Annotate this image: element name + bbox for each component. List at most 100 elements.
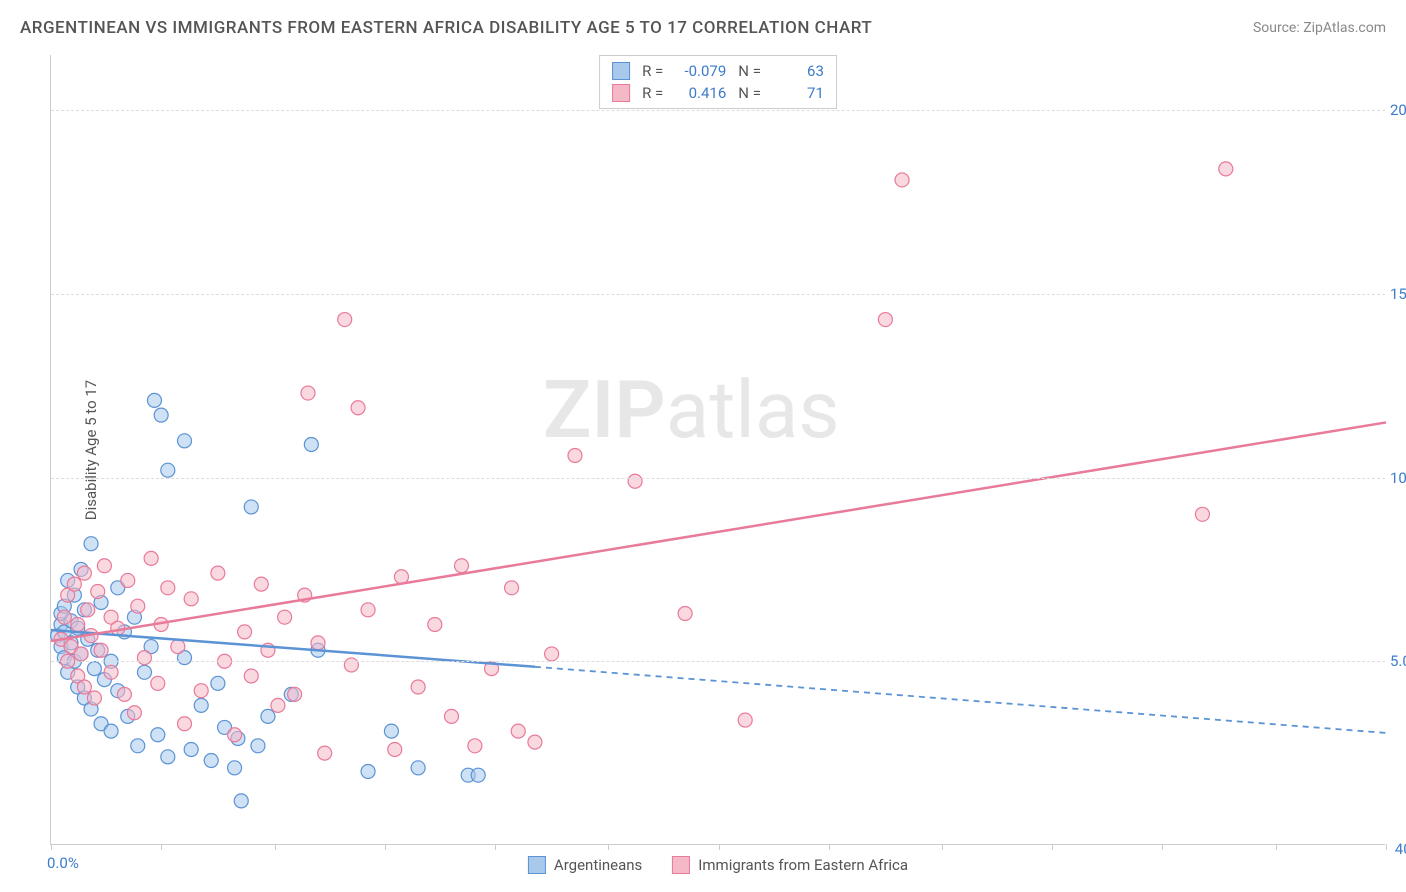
y-tick-label: 5.0% [1390, 652, 1406, 670]
data-point [161, 463, 175, 477]
data-point [151, 728, 165, 742]
data-point [411, 761, 425, 775]
r-label: R = [642, 62, 663, 80]
data-point [91, 584, 105, 598]
n-value-b: 71 [769, 84, 824, 102]
data-point [81, 603, 95, 617]
data-point [178, 434, 192, 448]
swatch-series-b [612, 84, 630, 102]
data-point [211, 676, 225, 690]
data-point [71, 618, 85, 632]
legend-statistics: R = -0.079 N = 63 R = 0.416 N = 71 [599, 55, 837, 109]
data-point [131, 739, 145, 753]
data-point [97, 559, 111, 573]
data-point [468, 739, 482, 753]
data-point [384, 724, 398, 738]
y-tick-label: 10.0% [1390, 469, 1406, 487]
data-point [104, 665, 118, 679]
data-point [94, 643, 108, 657]
data-point [511, 724, 525, 738]
data-point [251, 739, 265, 753]
chart-title: ARGENTINEAN VS IMMIGRANTS FROM EASTERN A… [20, 18, 872, 38]
data-point [254, 577, 268, 591]
data-point [151, 676, 165, 690]
data-point [238, 625, 252, 639]
data-point [261, 709, 275, 723]
data-point [244, 669, 258, 683]
data-point [161, 581, 175, 595]
data-point [131, 599, 145, 613]
data-point [161, 750, 175, 764]
swatch-a-bottom [528, 856, 546, 874]
x-tick [495, 844, 496, 850]
data-point [318, 746, 332, 760]
data-point [77, 680, 91, 694]
data-point [311, 636, 325, 650]
data-point [127, 706, 141, 720]
legend-label-a: Argentineans [554, 856, 642, 874]
legend-item-b: Immigrants from Eastern Africa [672, 856, 908, 874]
x-tick [1386, 844, 1387, 850]
data-point [117, 687, 131, 701]
data-point [154, 408, 168, 422]
r-value-b: 0.416 [671, 84, 726, 102]
data-point [304, 437, 318, 451]
data-point [428, 618, 442, 632]
x-tick [942, 844, 943, 850]
x-tick [1162, 844, 1163, 850]
data-point [878, 313, 892, 327]
data-point [121, 573, 135, 587]
data-point [361, 765, 375, 779]
data-point [234, 794, 248, 808]
x-tick-label-min: 0.0% [47, 854, 79, 872]
data-point [137, 665, 151, 679]
data-point [545, 647, 559, 661]
trend-line-dashed [535, 667, 1386, 733]
data-point [194, 684, 208, 698]
data-point [301, 386, 315, 400]
y-tick-label: 20.0% [1390, 101, 1406, 119]
n-label: N = [738, 84, 761, 102]
r-value-a: -0.079 [671, 62, 726, 80]
data-point [144, 551, 158, 565]
data-point [455, 559, 469, 573]
gridline [51, 110, 1385, 111]
data-point [194, 698, 208, 712]
data-point [184, 592, 198, 606]
data-point [344, 658, 358, 672]
data-point [84, 537, 98, 551]
data-point [388, 742, 402, 756]
data-point [288, 687, 302, 701]
x-tick [608, 844, 609, 850]
legend-row-series-a: R = -0.079 N = 63 [612, 60, 824, 82]
data-point [271, 698, 285, 712]
legend-bottom: Argentineans Immigrants from Eastern Afr… [528, 856, 908, 874]
data-point [228, 761, 242, 775]
x-tick [161, 844, 162, 850]
data-point [568, 449, 582, 463]
data-point [74, 647, 88, 661]
y-tick-label: 15.0% [1390, 285, 1406, 303]
data-point [244, 500, 258, 514]
legend-label-b: Immigrants from Eastern Africa [698, 856, 908, 874]
x-tick [829, 844, 830, 850]
data-point [445, 709, 459, 723]
chart-svg [51, 55, 1385, 844]
data-point [178, 717, 192, 731]
legend-item-a: Argentineans [528, 856, 642, 874]
data-point [411, 680, 425, 694]
data-point [628, 474, 642, 488]
x-tick-label-max: 40.0% [1395, 840, 1406, 858]
data-point [211, 566, 225, 580]
data-point [87, 691, 101, 705]
data-point [1195, 507, 1209, 521]
data-point [678, 607, 692, 621]
data-point [528, 735, 542, 749]
data-point [505, 581, 519, 595]
data-point [278, 610, 292, 624]
x-tick [1052, 844, 1053, 850]
data-point [204, 753, 218, 767]
n-label: N = [738, 62, 761, 80]
data-point [104, 724, 118, 738]
data-point [1219, 162, 1233, 176]
